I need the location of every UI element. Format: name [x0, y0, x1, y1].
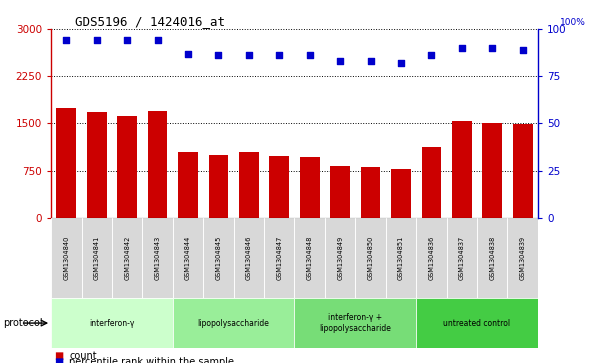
Text: interferon-γ: interferon-γ — [90, 319, 135, 327]
Text: protocol: protocol — [3, 318, 43, 328]
Text: GSM1304841: GSM1304841 — [94, 236, 100, 280]
Point — [213, 53, 223, 58]
Bar — [325, 218, 355, 298]
Bar — [269, 155, 289, 218]
Text: GSM1304840: GSM1304840 — [63, 236, 69, 280]
Text: GSM1304837: GSM1304837 — [459, 236, 465, 280]
Text: GSM1304844: GSM1304844 — [185, 236, 191, 280]
Point — [305, 53, 314, 58]
Point — [487, 45, 497, 51]
Bar — [300, 158, 320, 218]
Text: percentile rank within the sample: percentile rank within the sample — [69, 357, 234, 363]
Text: count: count — [69, 351, 97, 362]
Text: GSM1304848: GSM1304848 — [307, 236, 313, 280]
Bar — [447, 218, 477, 298]
Bar — [483, 123, 502, 218]
Text: GSM1304838: GSM1304838 — [489, 236, 495, 280]
Bar — [51, 298, 173, 348]
Bar — [294, 218, 325, 298]
Text: GSM1304842: GSM1304842 — [124, 236, 130, 280]
Bar — [56, 108, 76, 218]
Bar — [513, 124, 532, 218]
Bar — [386, 218, 416, 298]
Text: untreated control: untreated control — [444, 319, 511, 327]
Bar — [355, 218, 386, 298]
Text: GSM1304847: GSM1304847 — [276, 236, 282, 280]
Point — [183, 51, 193, 57]
Text: 100%: 100% — [560, 18, 586, 27]
Point — [61, 37, 71, 43]
Bar — [391, 170, 411, 218]
Point — [335, 58, 345, 64]
Bar — [209, 155, 228, 218]
Bar — [173, 218, 203, 298]
Bar — [361, 167, 380, 218]
Bar — [87, 112, 106, 218]
Point — [396, 60, 406, 66]
Bar — [416, 218, 447, 298]
Bar — [82, 218, 112, 298]
Text: GSM1304843: GSM1304843 — [154, 236, 160, 280]
Text: GSM1304846: GSM1304846 — [246, 236, 252, 280]
Text: interferon-γ +
lipopolysaccharide: interferon-γ + lipopolysaccharide — [319, 313, 391, 333]
Bar — [416, 298, 538, 348]
Bar — [117, 116, 137, 218]
Point — [518, 47, 528, 53]
Bar — [264, 218, 294, 298]
Text: ■: ■ — [54, 351, 63, 362]
Bar — [203, 218, 234, 298]
Bar — [239, 152, 259, 218]
Bar — [178, 152, 198, 218]
Point — [153, 37, 162, 43]
Point — [244, 53, 254, 58]
Point — [427, 53, 436, 58]
Text: GSM1304836: GSM1304836 — [429, 236, 435, 280]
Bar — [477, 218, 507, 298]
Text: ■: ■ — [54, 357, 63, 363]
Bar — [142, 218, 173, 298]
Bar — [234, 218, 264, 298]
Bar — [330, 166, 350, 218]
Bar — [294, 298, 416, 348]
Point — [92, 37, 102, 43]
Point — [275, 53, 284, 58]
Bar — [148, 111, 168, 218]
Bar — [452, 121, 472, 218]
Bar — [421, 147, 441, 218]
Text: GSM1304839: GSM1304839 — [520, 236, 526, 280]
Text: GSM1304849: GSM1304849 — [337, 236, 343, 280]
Point — [457, 45, 466, 51]
Bar — [112, 218, 142, 298]
Bar — [507, 218, 538, 298]
Text: lipopolysaccharide: lipopolysaccharide — [198, 319, 270, 327]
Text: GSM1304845: GSM1304845 — [215, 236, 221, 280]
Text: GSM1304850: GSM1304850 — [368, 236, 374, 280]
Text: GSM1304851: GSM1304851 — [398, 236, 404, 280]
Bar — [173, 298, 294, 348]
Point — [123, 37, 132, 43]
Text: GDS5196 / 1424016_at: GDS5196 / 1424016_at — [76, 15, 225, 28]
Point — [366, 58, 376, 64]
Bar — [51, 218, 82, 298]
